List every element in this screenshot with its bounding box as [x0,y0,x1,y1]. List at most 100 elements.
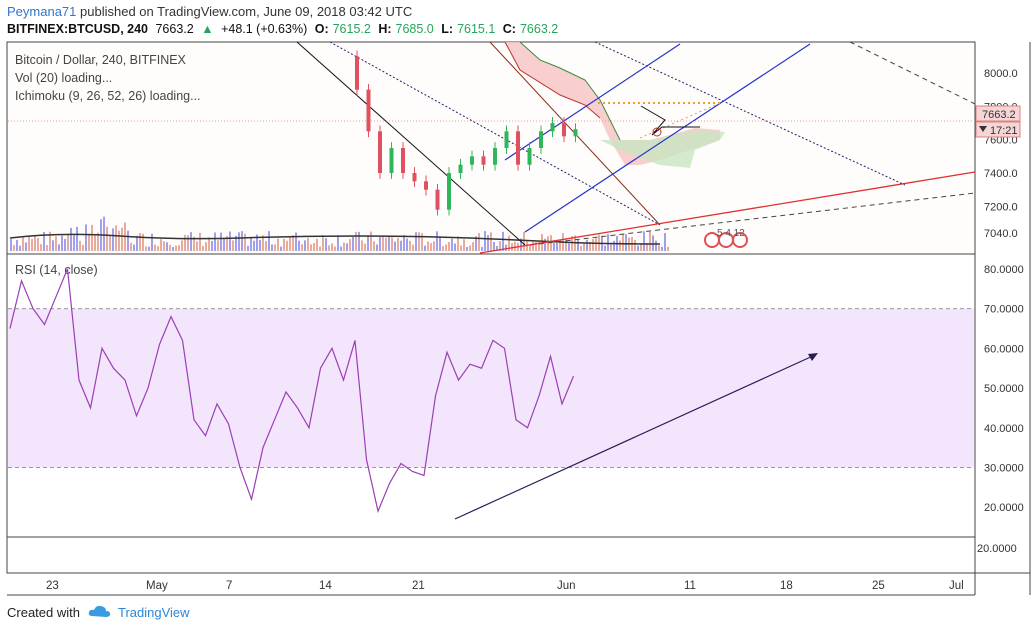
volume-bar [265,241,267,251]
volume-bar [418,232,420,251]
volume-bar [217,240,219,251]
red-support-line [479,171,976,254]
time-tick-label: May [146,580,168,592]
volume-bar [256,234,258,251]
volume-bar [463,239,465,251]
volume-bar [325,238,327,251]
volume-bar [298,240,300,251]
volume-bar [64,238,66,251]
volume-bar [61,235,63,251]
volume-bar [172,246,174,251]
volume-bar [496,245,498,251]
volume-bar [121,227,123,251]
volume-bar [247,245,249,251]
price-tick-label: 7200.0 [984,201,1018,213]
volume-bar [283,238,285,251]
volume-bar [457,236,459,251]
volume-bar [622,234,624,251]
last-price: 7663.2 [155,22,194,36]
ichimoku-cloud-green [600,130,725,168]
candle-body [550,123,555,132]
volume-bar [634,239,636,251]
volume-bar [250,238,252,251]
time-tick-label: 25 [872,580,885,592]
volume-bar [430,243,432,251]
candle-body [412,173,417,182]
volume-bar [607,234,609,251]
time-tick-label: 7 [226,580,232,592]
candle-body [424,181,428,190]
volume-bar [553,242,555,251]
volume-bar [640,243,642,251]
volume-bar [556,242,558,251]
volume-bar [271,244,273,251]
volume-bar [226,236,228,251]
candle-body [504,131,509,148]
volume-bar [403,235,405,251]
volume-bar [490,232,492,251]
volume-bar [361,240,363,251]
volume-bar [118,230,120,251]
price-pane[interactable] [6,41,976,255]
volume-bar [199,232,201,251]
volume-bar [349,239,351,251]
volume-bar [232,240,234,251]
volume-bar [175,245,177,251]
volume-bar [415,232,417,251]
volume-bar [451,238,453,251]
ichimoku-indicator-label: Ichimoku (9, 26, 52, 26) loading... [15,89,201,103]
volume-bar [181,240,183,251]
volume-bar [520,238,522,251]
price-change: +48.1 (+0.63%) [221,22,308,36]
volume-bar [115,225,117,251]
time-tick-label: 23 [46,580,59,592]
symbol-label: BITFINEX:BTCUSD, 240 [7,22,148,36]
volume-bar [127,230,129,251]
volume-bar [514,241,516,251]
rsi-tick-label: 20.0000 [984,502,1024,514]
price-tag [975,105,1021,122]
rsi-tick-label: 70.0000 [984,304,1024,316]
volume-bar [34,236,36,251]
ichimoku-cloud-red [505,42,720,165]
volume-bar [220,232,222,251]
flag-us-icon-3[interactable] [732,232,748,248]
volume-bar [106,226,108,251]
tradingview-link[interactable]: TradingView [117,605,190,620]
candle-body [355,56,359,90]
volume-bar [589,241,591,251]
volume-bar [70,227,72,251]
volume-bar [571,235,573,251]
volume-bar [166,242,168,251]
volume-bar [436,231,438,251]
volume-bar [79,240,81,251]
volume-bar [28,236,30,251]
volume-bar [565,239,567,251]
volume-bar [295,232,297,251]
volume-bar [340,246,342,251]
volume-bar [664,233,666,251]
rsi-band [8,308,974,468]
candlesticks [355,50,578,216]
volume-bar [370,231,372,251]
time-tick-label: 21 [412,580,425,592]
publish-info: Peymana71 published on TradingView.com, … [7,4,412,19]
empty-pane [6,536,976,574]
volume-bar [145,246,147,251]
price-tick-label: 7400.0 [984,168,1018,180]
candle-body [366,89,371,132]
volume-bar [484,231,486,251]
candle-body [562,123,566,137]
event-flags[interactable]: 5 4 12 [704,228,748,248]
rsi-arrow-head-icon [808,353,818,361]
low-label: L: [441,22,454,36]
volume-bar [385,237,387,251]
volume-bar [529,244,531,251]
rsi-axis: 80.0000 70.0000 60.0000 50.0000 40.0000 30.00… [984,264,1024,514]
author-link[interactable]: Peymana71 [7,4,77,19]
volume-bar [10,239,12,251]
volume-bar [322,235,324,251]
volume-bar [433,241,435,251]
volume-bar [277,238,279,251]
